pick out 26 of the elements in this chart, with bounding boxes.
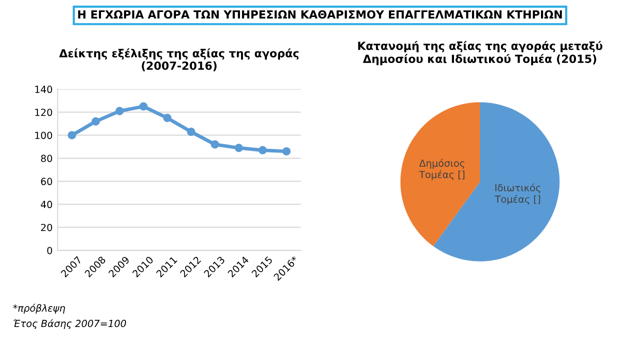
y-tick-label: 20 [41,224,52,232]
text: Έτος Βάσης 2007=100 [13,319,126,330]
chart-subtitle: Δείκτης εξέλιξης της αξίας της αγοράς (2007-2016) [59,48,299,72]
y-tick-label: 120 [35,108,52,116]
point [210,140,220,149]
chart-title: Κατανομή της αξίας της αγοράς μεταξύ Δημοσίου και Ιδιωτικού Τομέα (2015) [358,41,602,66]
y-tick-label: 100 [35,132,52,140]
point [258,146,267,154]
point [163,114,172,122]
slice-label: Ιδιωτικός Τομέας [] [494,183,540,205]
point [139,102,148,111]
chart-title: Η ΕΓΧΩΡΙΑ ΑΓΟΡΑ ΤΩΝ ΥΠΗΡΕΣΙΩΝ ΚΑΘΑΡΙΣΜΟΥ ΕΠΑΓΓΕΛΜΑΤΙΚΩΝ ΚΤΗΡΙΩΝ [78,10,562,19]
point [234,144,243,152]
text: *πρόβλεψη [13,304,65,314]
point [92,117,100,126]
y-tick-label: 0 [47,246,52,254]
y-tick-label: 140 [35,86,52,94]
y-tick-label: 40 [40,200,52,208]
y-tick-label: 80 [41,154,52,162]
point [115,106,124,116]
point [186,128,196,136]
pie-slice [400,102,480,246]
point [282,147,291,156]
point [68,131,76,140]
y-tick-label: 60 [41,178,52,186]
slice-label: Δημόσιος Τομέας [] [419,158,464,180]
